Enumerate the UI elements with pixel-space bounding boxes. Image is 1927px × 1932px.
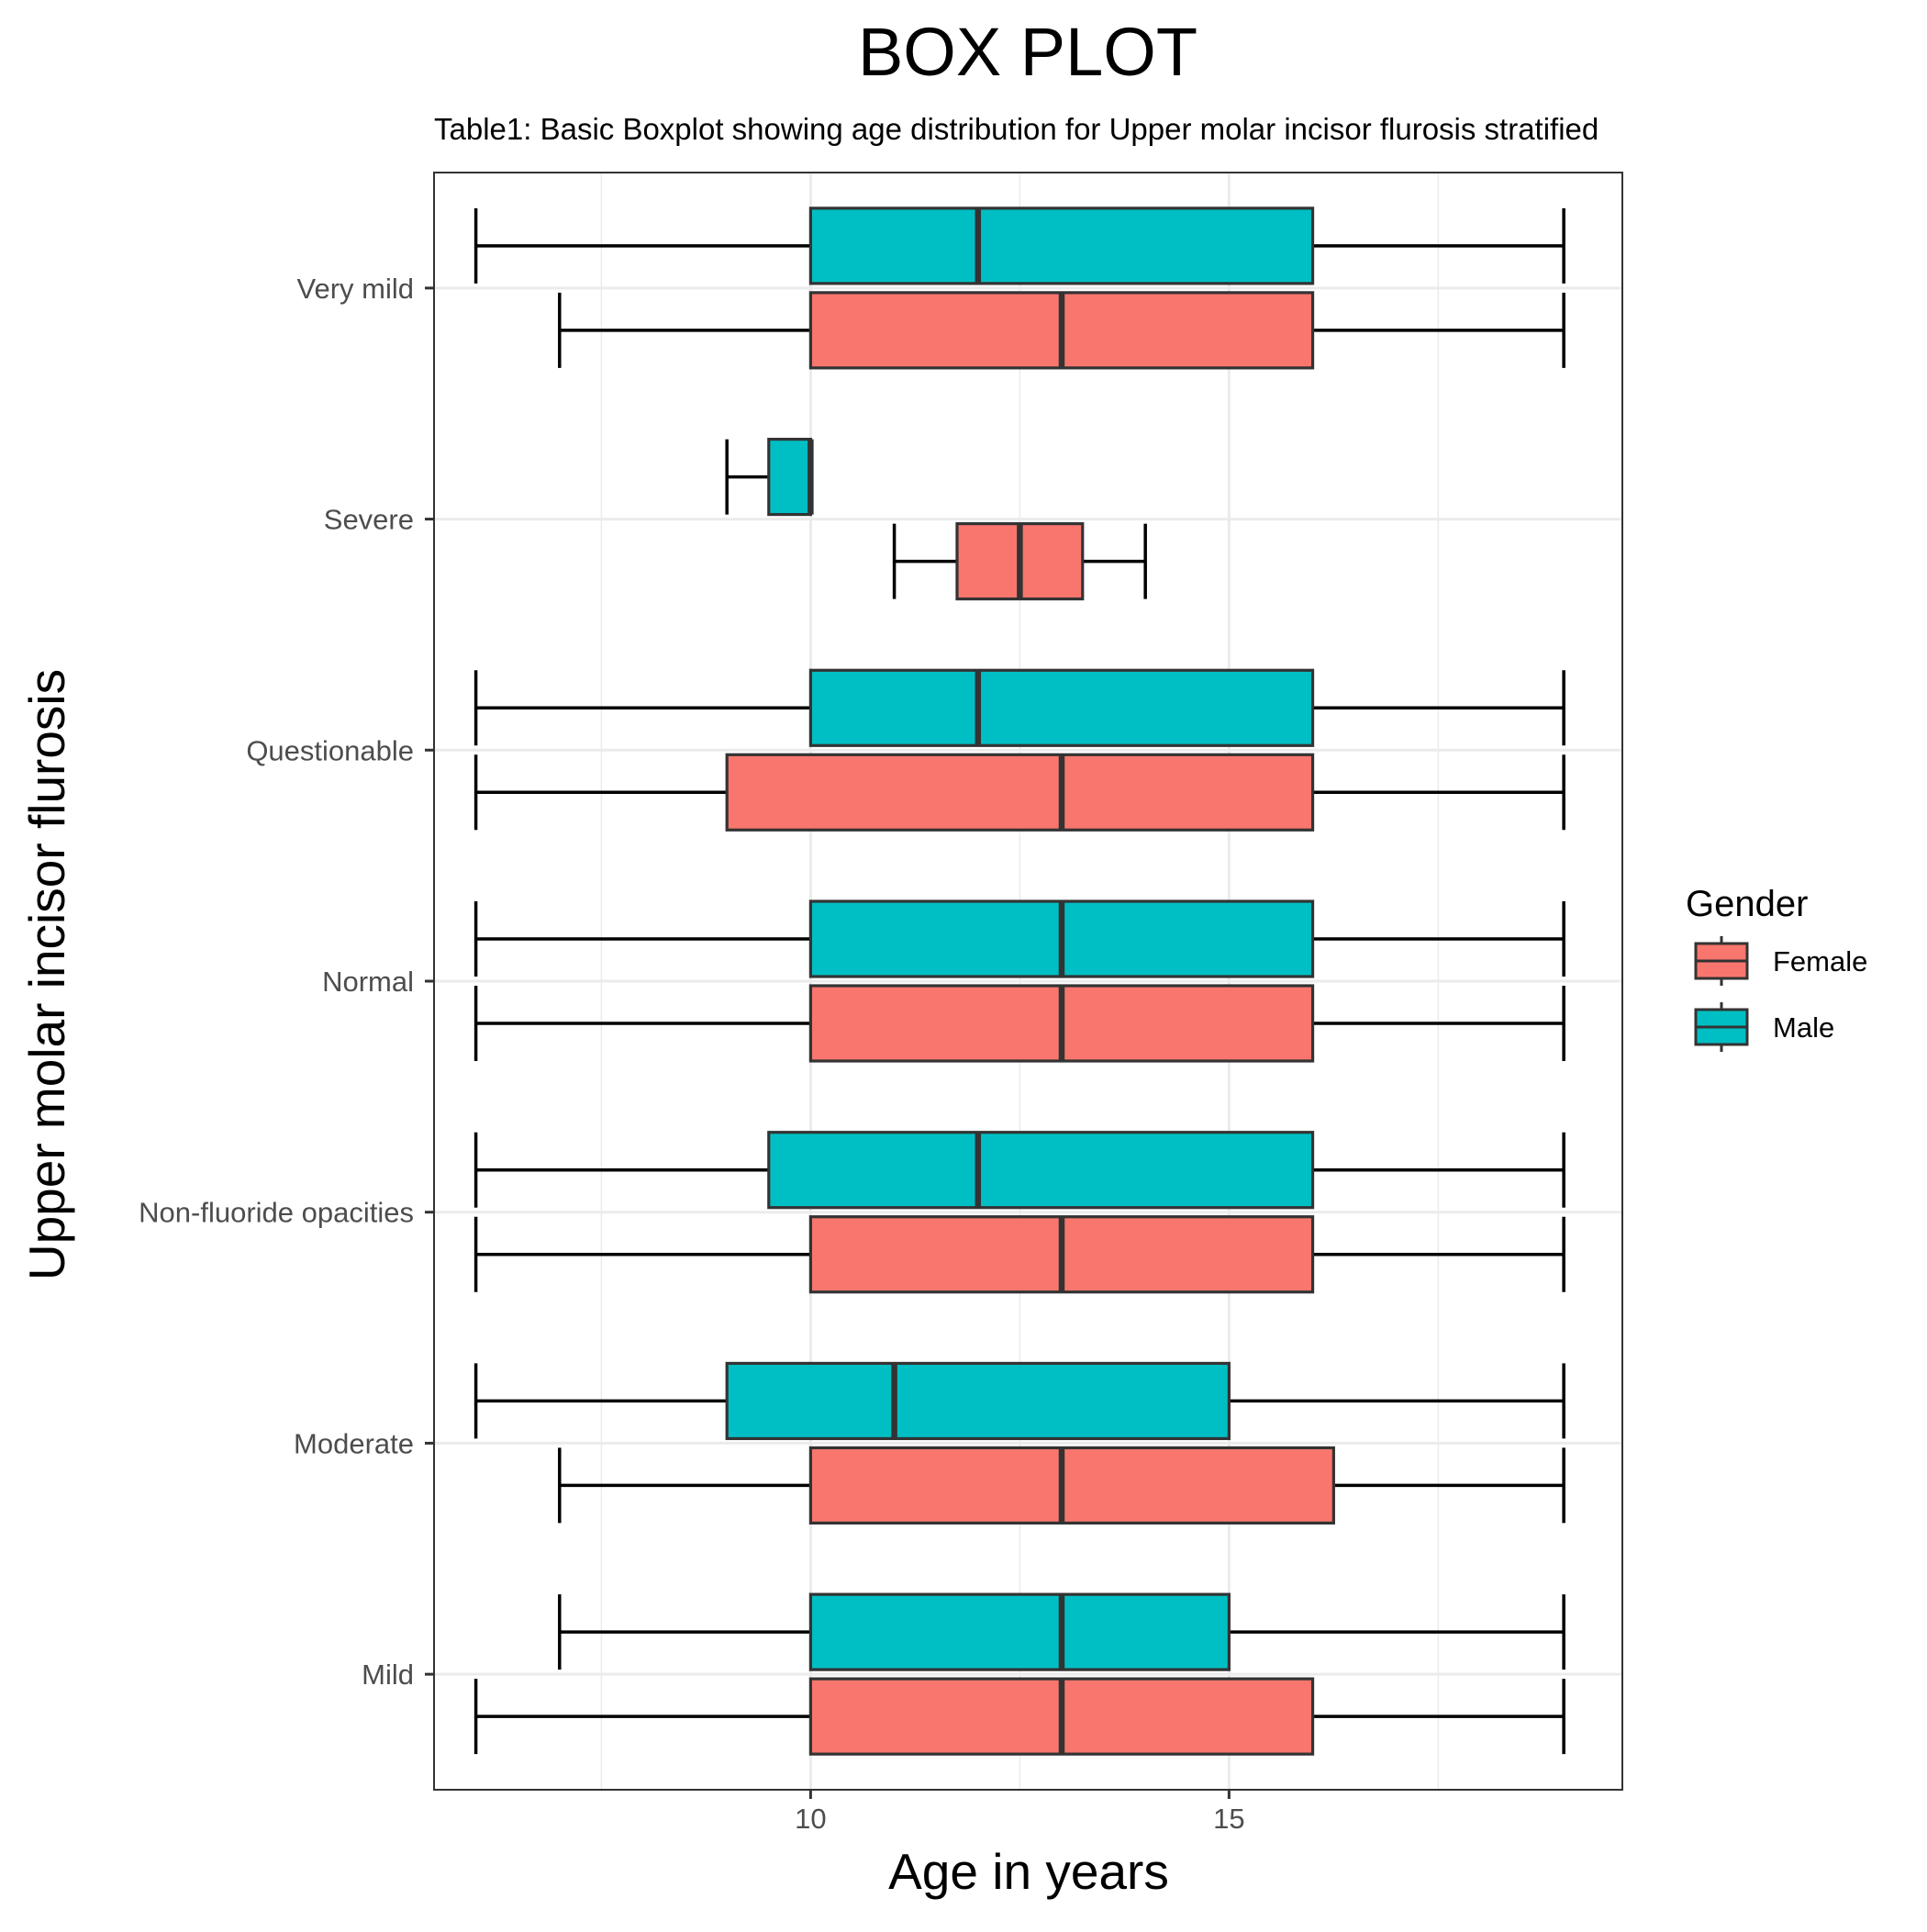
y-tick-label: Normal [322, 966, 414, 998]
plot-area: Very mild Severe Questionable Normal Non-flu… [139, 172, 1623, 1835]
y-tick-label: Very mild [297, 273, 414, 305]
legend-item-female: Female [1694, 936, 1867, 986]
box-male-severe [725, 437, 814, 517]
box-female-non-fluoride-opacities [473, 1215, 1565, 1294]
box-iqr [725, 753, 1315, 832]
box-female-normal [473, 984, 1565, 1063]
box-iqr [725, 1361, 1231, 1441]
box-male-normal [473, 899, 1565, 978]
y-tick-label: Non-fluoride opacities [139, 1197, 414, 1229]
x-axis-title: Age in years [888, 1843, 1169, 1900]
chart-subtitle: Table1: Basic Boxplot showing age distri… [434, 112, 1598, 146]
box-female-very-mild [558, 291, 1565, 370]
box-iqr [808, 1446, 1335, 1525]
x-tick-label: 15 [1213, 1803, 1244, 1835]
legend: Gender Female Male [1686, 884, 1867, 1052]
legend-label: Male [1773, 1011, 1834, 1044]
box-male-questionable [473, 668, 1565, 747]
legend-title: Gender [1686, 884, 1808, 924]
x-tick-label: 10 [795, 1803, 826, 1835]
box-iqr [808, 668, 1315, 747]
box-male-moderate [473, 1361, 1565, 1441]
y-tick-label: Mild [362, 1658, 414, 1691]
legend-item-male: Male [1694, 1002, 1834, 1052]
box-female-severe [892, 521, 1147, 601]
box-iqr [767, 1131, 1315, 1210]
box-iqr [808, 1592, 1231, 1671]
box-male-mild [558, 1592, 1565, 1671]
y-tick-label: Severe [324, 504, 414, 536]
box-female-mild [473, 1677, 1565, 1756]
box-iqr [767, 437, 812, 517]
box-female-moderate [558, 1446, 1565, 1525]
y-tick-label: Moderate [294, 1427, 414, 1459]
box-male-non-fluoride-opacities [473, 1131, 1565, 1210]
legend-label: Female [1773, 945, 1867, 977]
y-tick-label: Questionable [246, 734, 414, 766]
box-male-very-mild [473, 207, 1565, 285]
box-female-questionable [473, 753, 1565, 832]
chart-title: BOX PLOT [858, 14, 1197, 90]
y-axis-title: Upper molar incisor flurosis [18, 669, 75, 1280]
box-iqr [808, 207, 1315, 285]
